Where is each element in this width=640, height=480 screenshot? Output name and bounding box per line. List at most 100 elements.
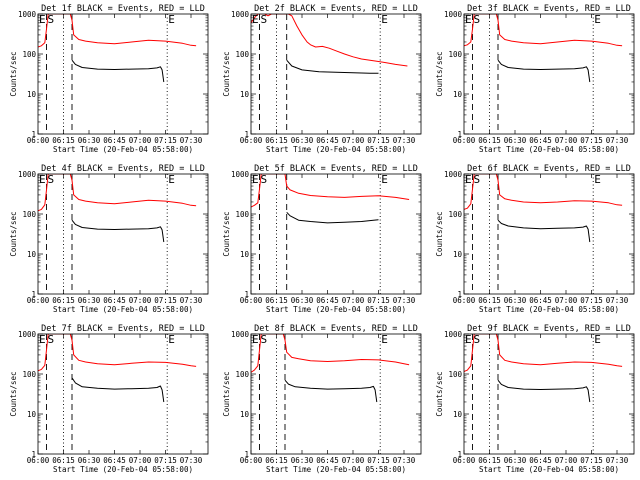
x-tick-label: 06:15	[265, 136, 288, 145]
x-tick-label: 07:30	[606, 296, 629, 305]
lld-series-line	[464, 174, 623, 210]
x-tick-label: 07:00	[342, 136, 365, 145]
y-axis-label: Counts/sec	[222, 211, 231, 256]
plot-frame	[463, 13, 635, 135]
x-tick-label: 07:00	[342, 296, 365, 305]
lld-series-line	[38, 174, 197, 212]
event-marker-label: E	[168, 333, 175, 346]
x-tick-label: 07:15	[154, 296, 177, 305]
event-marker-label: S	[48, 173, 55, 186]
y-tick-label: 1000	[444, 330, 463, 339]
x-tick-label: 07:15	[154, 136, 177, 145]
x-tick-label: 07:00	[342, 456, 365, 465]
x-tick-label: 06:00	[453, 456, 476, 465]
y-axis-label: Counts/sec	[222, 371, 231, 416]
y-tick-label: 1	[457, 290, 462, 299]
events-series-line	[71, 377, 165, 403]
y-tick-label: 10	[27, 410, 37, 419]
y-tick-label: 10	[240, 410, 250, 419]
x-tick-label: 06:45	[316, 456, 339, 465]
chart-title: Det 9f BLACK = Events, RED = LLD	[467, 324, 631, 334]
x-tick-label: 06:15	[478, 296, 501, 305]
y-axis-label: Counts/sec	[222, 51, 231, 96]
x-axis-label: Start Time (20-Feb-04 05:58:00)	[266, 145, 406, 154]
chart-title: Det 3f BLACK = Events, RED = LLD	[467, 4, 631, 14]
event-marker-label: E	[381, 173, 388, 186]
events-series-line	[71, 59, 165, 83]
chart-title: Det 6f BLACK = Events, RED = LLD	[467, 164, 631, 174]
x-tick-label: 06:15	[265, 296, 288, 305]
events-series-line	[284, 379, 378, 403]
events-series-line	[71, 219, 165, 243]
event-marker-label: E	[168, 173, 175, 186]
event-marker-label: S	[474, 173, 481, 186]
plot-frame	[37, 333, 209, 455]
x-tick-label: 06:15	[478, 456, 501, 465]
x-tick-label: 07:30	[393, 296, 416, 305]
events-series-line	[497, 379, 591, 403]
x-tick-label: 06:45	[103, 456, 126, 465]
x-tick-label: 07:30	[180, 136, 203, 145]
x-tick-label: 06:45	[529, 456, 552, 465]
y-tick-label: 1	[31, 290, 36, 299]
x-tick-label: 06:15	[52, 136, 75, 145]
event-marker-label: S	[474, 333, 481, 346]
event-marker-label: S	[48, 13, 55, 26]
y-tick-label: 100	[22, 210, 36, 219]
x-axis-label: Start Time (20-Feb-04 05:58:00)	[53, 465, 193, 474]
event-marker-label: E	[39, 333, 46, 346]
y-tick-label: 1	[31, 130, 36, 139]
y-tick-label: 100	[22, 50, 36, 59]
x-tick-label: 07:15	[367, 136, 390, 145]
y-tick-label: 10	[453, 90, 463, 99]
event-marker-label: E	[252, 13, 259, 26]
x-tick-label: 06:00	[27, 136, 50, 145]
x-tick-label: 06:30	[291, 296, 314, 305]
event-marker-label: E	[381, 13, 388, 26]
lld-series-line	[251, 14, 408, 67]
x-tick-label: 06:30	[291, 136, 314, 145]
event-marker-label: E	[594, 173, 601, 186]
y-tick-label: 1	[244, 450, 249, 459]
event-marker-label: E	[252, 173, 259, 186]
y-tick-label: 10	[453, 410, 463, 419]
event-marker-label: S	[261, 333, 268, 346]
event-marker-label: S	[474, 13, 481, 26]
x-axis-label: Start Time (20-Feb-04 05:58:00)	[53, 145, 193, 154]
x-axis-label: Start Time (20-Feb-04 05:58:00)	[479, 145, 619, 154]
plot-area	[251, 334, 410, 454]
y-tick-label: 100	[448, 370, 462, 379]
x-tick-label: 06:30	[78, 296, 101, 305]
y-tick-label: 1	[244, 290, 249, 299]
y-axis-label: Counts/sec	[9, 51, 18, 96]
x-tick-label: 06:15	[265, 456, 288, 465]
x-tick-label: 06:00	[240, 456, 263, 465]
x-tick-label: 06:00	[27, 456, 50, 465]
y-tick-label: 10	[27, 90, 37, 99]
y-tick-label: 10	[240, 90, 250, 99]
x-tick-label: 06:30	[504, 136, 527, 145]
x-axis-label: Start Time (20-Feb-04 05:58:00)	[53, 305, 193, 314]
chart-title: Det 1f BLACK = Events, RED = LLD	[41, 4, 205, 14]
event-marker-label: E	[594, 333, 601, 346]
plot-frame	[37, 173, 209, 295]
plot-frame	[250, 13, 422, 135]
x-tick-label: 06:45	[103, 136, 126, 145]
y-tick-label: 1	[244, 130, 249, 139]
lld-series-line	[464, 14, 623, 47]
plot-area	[251, 14, 408, 134]
x-tick-label: 06:45	[316, 296, 339, 305]
chart-title: Det 8f BLACK = Events, RED = LLD	[254, 324, 418, 334]
x-tick-label: 07:00	[129, 136, 152, 145]
events-series-line	[497, 59, 591, 83]
event-marker-label: E	[465, 333, 472, 346]
y-tick-label: 100	[235, 50, 249, 59]
y-tick-label: 1	[457, 450, 462, 459]
x-axis-label: Start Time (20-Feb-04 05:58:00)	[479, 465, 619, 474]
x-tick-label: 07:30	[393, 136, 416, 145]
x-tick-label: 06:45	[529, 296, 552, 305]
event-marker-label: E	[39, 13, 46, 26]
lld-series-line	[38, 334, 197, 372]
x-tick-label: 07:15	[580, 296, 603, 305]
x-tick-label: 07:15	[580, 456, 603, 465]
